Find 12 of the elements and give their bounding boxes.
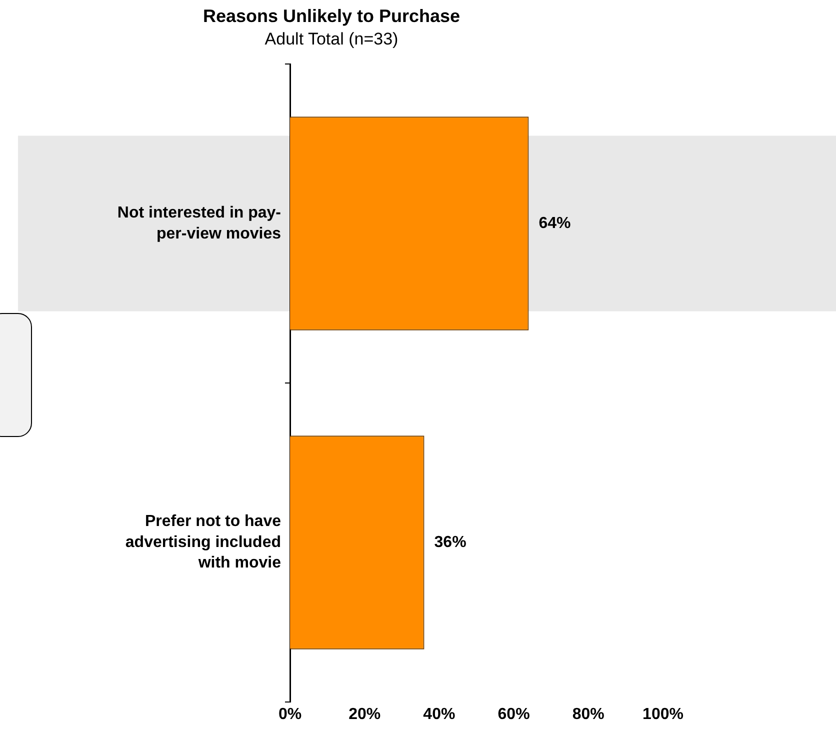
x-tick-label: 80% [572, 706, 604, 724]
chart-subtitle: Adult Total (n=33) [264, 29, 398, 48]
x-tick-label: 40% [423, 706, 456, 724]
y-tick-label: Prefer not to have advertising included with movie [125, 513, 282, 572]
x-tick-label: 20% [348, 706, 381, 724]
x-tick-label: 0% [278, 706, 302, 724]
chart-title: Reasons Unlikely to Purchase [202, 6, 460, 26]
data-label: 36% [434, 534, 466, 551]
x-tick-label: 100% [642, 706, 684, 724]
data-label: 64% [538, 214, 571, 232]
x-tick-label: 60% [498, 706, 530, 724]
y-tick-label: Not interested in pay- per-view movies [117, 204, 282, 242]
